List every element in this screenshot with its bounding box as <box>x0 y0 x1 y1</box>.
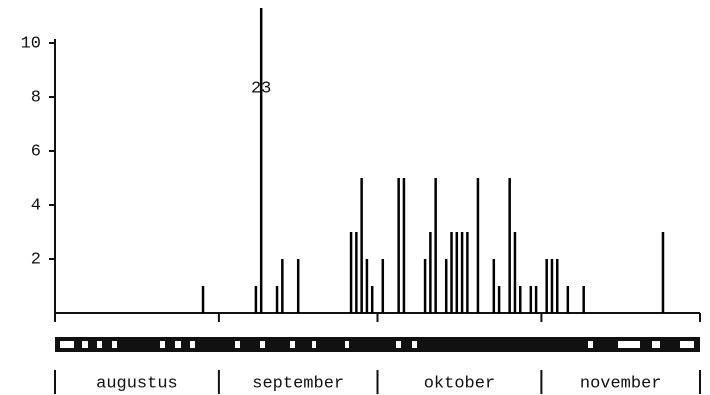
strip-gap <box>652 341 660 348</box>
y-tick-label: 2 <box>31 250 41 269</box>
strip-gap <box>412 341 417 348</box>
strip-gap <box>680 341 694 348</box>
y-tick-label: 6 <box>31 142 41 161</box>
strip-gap <box>175 341 181 348</box>
y-tick-label: 4 <box>31 196 41 215</box>
strip-gap <box>345 341 349 348</box>
strip-gap <box>260 341 265 348</box>
strip-gap <box>97 341 102 348</box>
strip-band <box>55 337 700 352</box>
strip-gap <box>60 341 74 348</box>
strip-gap <box>618 341 640 348</box>
strip-gap <box>190 341 195 348</box>
y-tick-label: 10 <box>21 34 41 53</box>
strip-gap <box>235 341 240 348</box>
strip-gap <box>160 341 165 348</box>
month-label: oktober <box>424 374 495 393</box>
strip-gap <box>588 341 593 348</box>
value-label: 23 <box>251 79 271 98</box>
strip-gap <box>290 341 295 348</box>
strip-gap <box>312 341 316 348</box>
strip-gap <box>112 341 117 348</box>
strip <box>55 337 700 352</box>
strip-gap <box>396 341 401 348</box>
y-tick-label: 8 <box>31 88 41 107</box>
month-label: september <box>252 374 344 393</box>
strip-gap <box>82 341 88 348</box>
month-label: augustus <box>96 374 178 393</box>
month-label: november <box>580 374 662 393</box>
